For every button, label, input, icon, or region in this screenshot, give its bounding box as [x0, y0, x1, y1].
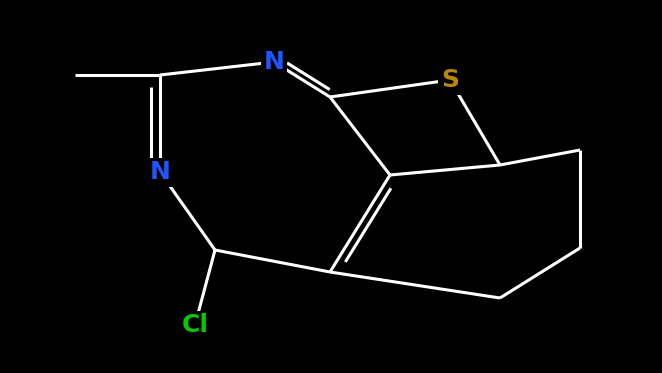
- Text: N: N: [263, 50, 285, 74]
- Text: Cl: Cl: [181, 313, 209, 337]
- Text: N: N: [150, 160, 170, 184]
- Text: S: S: [441, 68, 459, 92]
